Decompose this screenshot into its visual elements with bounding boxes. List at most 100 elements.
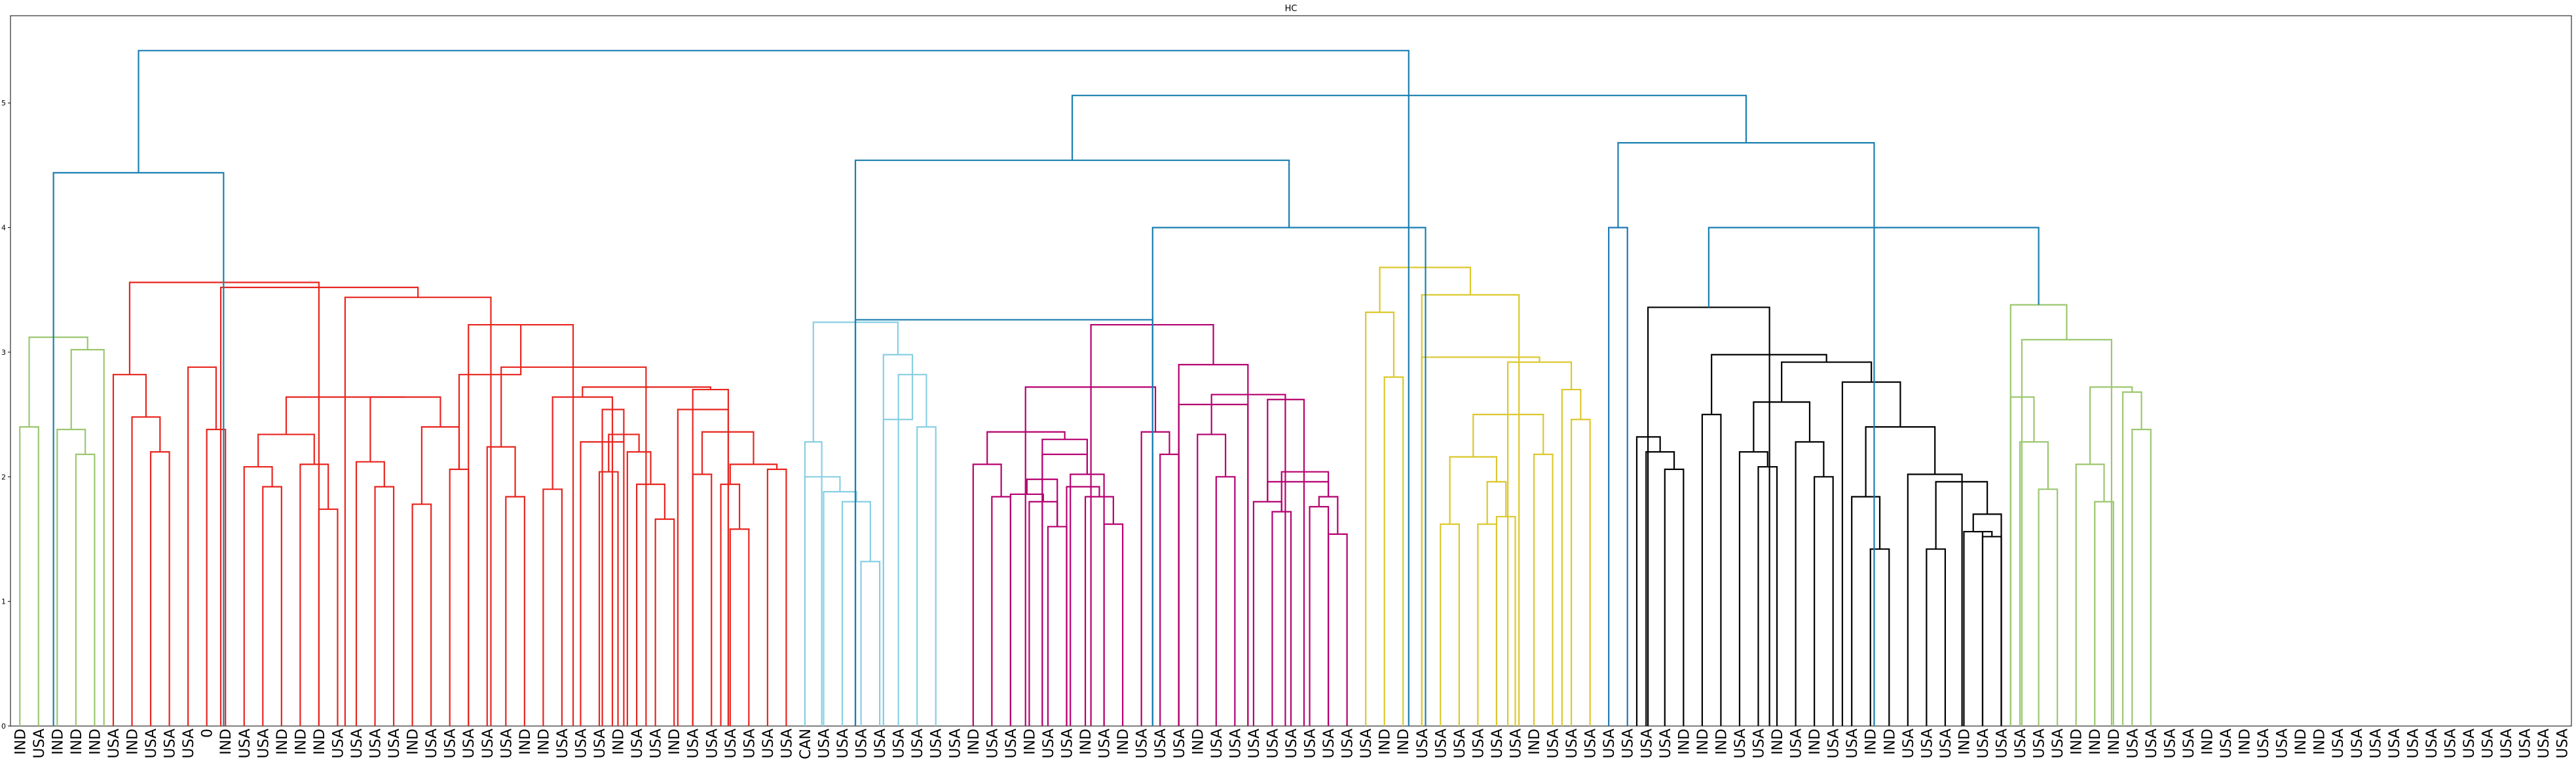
dendrogram-link <box>1383 376 1404 726</box>
y-tick-label: 5 <box>1 99 6 107</box>
leaf-label: IND <box>1078 729 1094 755</box>
dendrogram-link <box>635 483 666 726</box>
leaf-label: USA <box>181 729 197 759</box>
leaf-label: IND <box>1396 729 1412 755</box>
dendrogram-link <box>243 465 273 726</box>
y-tick-label: 0 <box>1 722 6 731</box>
leaf-label: USA <box>1546 729 1562 759</box>
leaf-label: USA <box>872 729 889 759</box>
leaf-label: USA <box>2405 729 2421 759</box>
leaf-label: USA <box>1994 729 2011 759</box>
leaf-label: USA <box>2013 729 2029 759</box>
dendrogram-link <box>854 319 1153 726</box>
leaf-label: IND <box>69 729 85 755</box>
leaf-label: USA <box>1415 729 1431 759</box>
dendrogram-link <box>1869 548 1890 726</box>
leaf-label: USA <box>498 729 515 759</box>
leaf-label: IND <box>293 729 309 755</box>
chart-title: HC <box>1285 4 1297 14</box>
dendrogram-link <box>1449 456 1498 524</box>
dendrogram-link <box>449 468 470 726</box>
y-tick-label: 2 <box>1 473 6 481</box>
dendrogram-link <box>1365 311 1395 726</box>
leaf-label: IND <box>2106 729 2123 755</box>
dendrogram-link <box>1197 433 1227 726</box>
leaf-label: IND <box>2087 729 2104 755</box>
dendrogram-link <box>257 433 315 467</box>
dendrogram-link <box>187 366 217 726</box>
leaf-label: USA <box>648 729 665 759</box>
leaf-label: IND <box>312 729 328 755</box>
leaf-label: IND <box>536 729 552 755</box>
dendrogram-link <box>1664 468 1685 726</box>
leaf-label: USA <box>1452 729 1468 759</box>
leaf-label: IND <box>517 729 534 755</box>
leaf-label: USA <box>854 729 870 759</box>
leaf-label: USA <box>1975 729 1992 759</box>
leaf-label: USA <box>1639 729 1655 759</box>
leaf-label: IND <box>1676 729 1692 755</box>
leaf-label: IND <box>1115 729 1132 755</box>
dendrogram-link <box>1795 441 1825 726</box>
leaf-label: USA <box>1583 729 1599 759</box>
leaf-label: USA <box>1284 729 1300 759</box>
leaf-label: USA <box>2349 729 2366 759</box>
leaf-label: USA <box>555 729 571 759</box>
dendrogram-link <box>2131 428 2152 726</box>
leaf-label: USA <box>1246 729 1263 759</box>
dendrogram-link <box>1271 511 1292 726</box>
leaf-label: USA <box>461 729 477 759</box>
dendrogram-link <box>1495 516 1516 726</box>
leaf-label: USA <box>1844 729 1861 759</box>
dendrogram-link <box>52 172 225 726</box>
dendrogram-link <box>1215 476 1236 726</box>
leaf-label: USA <box>1732 729 1749 759</box>
y-tick-label: 3 <box>1 348 6 357</box>
leaf-label: IND <box>667 729 683 755</box>
leaf-label: USA <box>2330 729 2347 759</box>
dendrogram-link <box>823 491 857 726</box>
leaf-label: USA <box>237 729 253 759</box>
links-layer <box>19 50 2152 726</box>
dendrogram-link <box>626 451 652 726</box>
leaf-label: USA <box>1321 729 1337 759</box>
y-tick-label: 4 <box>1 224 6 232</box>
leaf-label: USA <box>480 729 496 759</box>
leaf-label: USA <box>143 729 160 759</box>
leaf-label: IND <box>1956 729 1973 755</box>
dendrogram-link <box>1561 388 1582 726</box>
leaf-label: USA <box>1227 729 1244 759</box>
dendrogram-link <box>28 337 88 427</box>
dendrogram-link <box>1140 431 1170 726</box>
dendrogram-link <box>1571 418 1591 726</box>
leaf-label: IND <box>1713 729 1730 755</box>
leaf-label: USA <box>1303 729 1319 759</box>
leaf-label: USA <box>760 729 777 759</box>
dendrogram-link <box>75 453 96 726</box>
dendrogram-link <box>1926 548 1947 726</box>
leaf-label: USA <box>1003 729 1020 759</box>
leaf-label: USA <box>349 729 365 759</box>
leaf-label: IND <box>1527 729 1543 755</box>
dendrogram-link <box>131 416 161 726</box>
dendrogram-link <box>729 528 750 726</box>
dendrogram-link <box>1421 294 1520 726</box>
dendrogram-link <box>2021 338 2113 726</box>
leaf-label: IND <box>2237 729 2254 755</box>
dendrogram-link <box>1851 496 1881 726</box>
dendrogram-link <box>542 488 563 726</box>
leaf-label: USA <box>1789 729 1805 759</box>
dendrogram-link <box>1159 453 1180 726</box>
dendrogram-link <box>551 396 614 726</box>
dendrogram-link <box>411 503 432 726</box>
leaf-label: USA <box>2368 729 2384 759</box>
leaf-label: USA <box>816 729 832 759</box>
leaf-label: USA <box>723 729 739 759</box>
leaf-label: IND <box>405 729 422 755</box>
dendrogram-link <box>1608 227 1628 726</box>
dendrogram-link <box>1647 306 1770 726</box>
leaf-label: USA <box>1153 729 1169 759</box>
dendrogram-link <box>1477 523 1498 726</box>
leaf-label: IND <box>87 729 103 755</box>
leaf-label: USA <box>779 729 795 759</box>
